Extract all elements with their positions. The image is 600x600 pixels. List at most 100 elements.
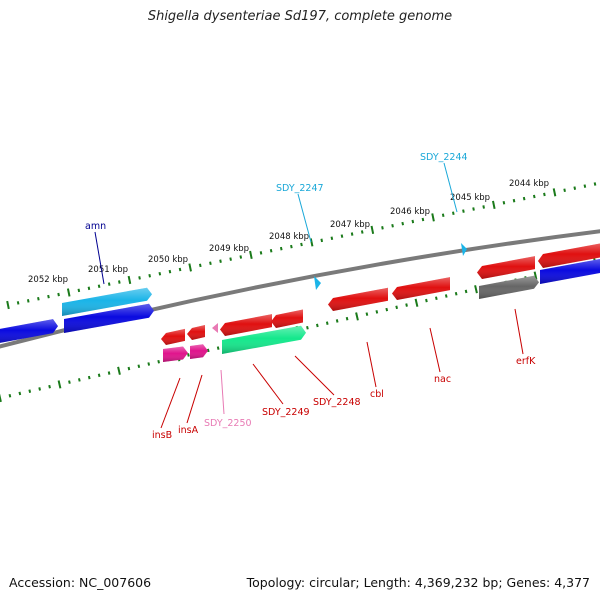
inner-tick [325, 321, 329, 325]
gene-label-erfk: erfK [516, 356, 536, 367]
inner-tick [216, 346, 220, 350]
outer-tick [522, 196, 526, 201]
genome-summary: Topology: circular; Length: 4,369,232 bp… [246, 575, 590, 590]
outer-tick [138, 276, 141, 280]
outer-tick [441, 213, 445, 218]
inner-tick [395, 305, 398, 310]
gene-sdy-2250 [212, 323, 218, 333]
leader-sdy-2248 [294, 355, 335, 396]
outer-tick [421, 217, 425, 222]
gene-insa-magenta-shade [190, 344, 208, 359]
gene-labels: amn SDY_2244 SDY_2247 insB insA SDY_2250… [85, 152, 536, 441]
leader-cbl [366, 341, 377, 388]
outer-tick [552, 188, 557, 197]
scale-label: 2047 kbp [330, 220, 370, 230]
gene-features [0, 243, 600, 362]
leader-erfk [514, 308, 524, 355]
inner-tick [8, 393, 12, 398]
inner-tick [38, 387, 41, 391]
gene-red-right2-shade [538, 243, 600, 268]
outer-tick [198, 263, 202, 268]
outer-tick [26, 299, 30, 303]
outer-tick [209, 261, 212, 266]
leader-insa [186, 374, 203, 424]
gene-sdy-2248-red-shade [271, 309, 303, 328]
scale-label: 2049 kbp [209, 244, 249, 254]
inner-tick [127, 366, 131, 371]
outer-tick [47, 294, 50, 299]
label-leader-lines [94, 162, 524, 429]
gene-sdy-2244 [461, 243, 467, 256]
outer-tick [492, 200, 496, 209]
gene-nac-red-shade [392, 277, 450, 300]
inner-tick [464, 289, 468, 294]
outer-tick [66, 288, 71, 297]
outer-tick [401, 221, 405, 226]
leader-amn [94, 231, 105, 285]
outer-tick [340, 234, 344, 238]
inner-tick [157, 359, 160, 364]
outer-tick [320, 238, 324, 243]
gene-label-sdy-2250: SDY_2250 [204, 418, 252, 429]
gene-label-insa: insA [178, 425, 199, 436]
outer-tick [391, 223, 394, 228]
outer-tick [431, 213, 435, 222]
outer-tick [239, 255, 243, 259]
gene-label-amn: amn [85, 221, 106, 232]
inner-tick [345, 316, 349, 321]
leader-sdy-2247 [297, 193, 312, 243]
gene-label-nac: nac [434, 374, 451, 385]
gene-erfk-gray-shade [479, 275, 539, 299]
leader-sdy-2249 [252, 363, 284, 405]
outer-tick [148, 274, 151, 278]
gene-label-sdy-2247: SDY_2247 [276, 183, 324, 194]
inner-tick [355, 312, 359, 321]
outer-tick [502, 201, 506, 205]
outer-tick [107, 282, 111, 286]
inner-tick [107, 371, 111, 375]
outer-tick [563, 188, 566, 193]
outer-tick [37, 296, 40, 301]
inner-tick [78, 378, 81, 382]
scale-label: 2045 kbp [450, 193, 490, 203]
outer-tick [188, 263, 192, 272]
leader-nac [429, 327, 441, 373]
gene-blue-edge-shade [0, 319, 58, 343]
gene-amn-cyan-shade [62, 287, 152, 316]
inner-tick [385, 307, 389, 312]
outer-tick [532, 194, 536, 199]
page-title: Shigella dysenteriae Sd197, complete gen… [147, 9, 453, 24]
gene-label-sdy-2249: SDY_2249 [262, 407, 310, 418]
outer-tick [593, 182, 597, 186]
inner-tick [57, 380, 62, 389]
inner-tick [48, 384, 51, 389]
gene-insb-red-shade [161, 328, 185, 345]
outer-tick [573, 186, 577, 190]
inner-tick [187, 353, 190, 357]
outer-tick [118, 280, 121, 284]
outer-tick [229, 257, 232, 261]
gene-sdy-2249-green-shade [222, 325, 306, 354]
outer-tick [290, 244, 293, 249]
outer-tick [16, 301, 20, 305]
inner-tick [435, 296, 438, 301]
outer-tick [168, 269, 172, 274]
outer-tick [370, 225, 375, 235]
gene-sdy-2247 [314, 276, 321, 290]
gene-blue-right-shade [540, 258, 600, 284]
gene-blue-left-shade [64, 303, 154, 333]
outer-tick [482, 205, 485, 209]
inner-tick [375, 310, 379, 314]
gene-red-right1-shade [477, 256, 535, 279]
inner-tick [474, 285, 478, 294]
leader-insb [160, 377, 181, 429]
outer-tick [512, 198, 516, 203]
inner-tick [87, 375, 91, 380]
accession-text: Accession: NC_007606 [9, 575, 152, 590]
inner-tick [425, 298, 428, 303]
outer-tick [77, 288, 81, 293]
leader-sdy-2244 [443, 162, 458, 213]
inner-tick [533, 271, 538, 280]
outer-tick [330, 236, 334, 241]
